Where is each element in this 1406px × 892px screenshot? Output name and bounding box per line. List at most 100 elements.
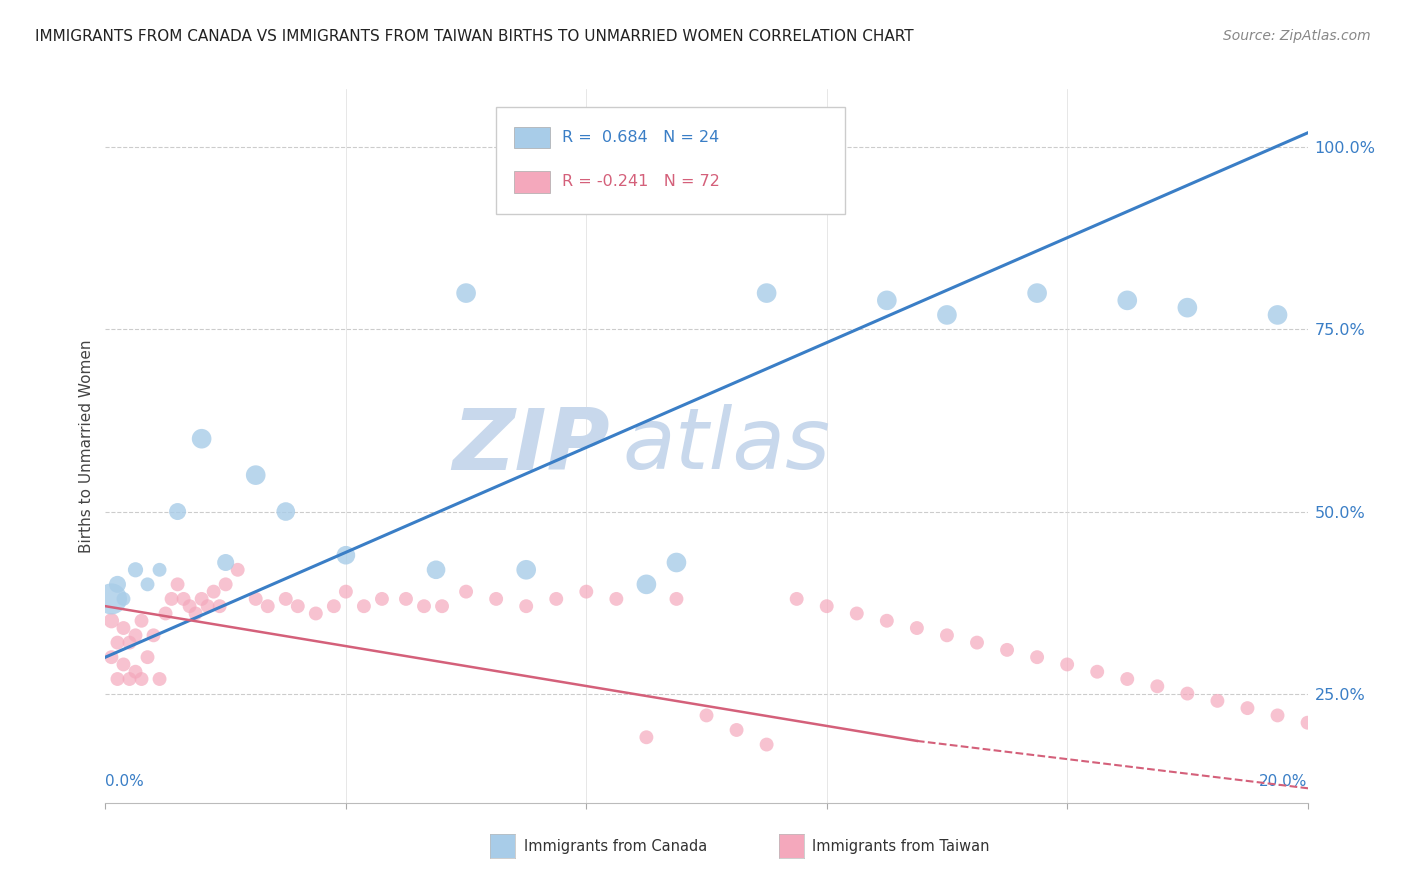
Text: Source: ZipAtlas.com: Source: ZipAtlas.com bbox=[1223, 29, 1371, 43]
Text: Immigrants from Taiwan: Immigrants from Taiwan bbox=[813, 838, 990, 854]
Text: Immigrants from Canada: Immigrants from Canada bbox=[524, 838, 707, 854]
Point bbox=[430, 599, 453, 614]
Point bbox=[1085, 665, 1108, 679]
Point bbox=[1326, 723, 1348, 737]
Point bbox=[107, 577, 129, 591]
Point bbox=[425, 563, 447, 577]
Text: R =  0.684   N = 24: R = 0.684 N = 24 bbox=[562, 130, 720, 145]
Text: IMMIGRANTS FROM CANADA VS IMMIGRANTS FROM TAIWAN BIRTHS TO UNMARRIED WOMEN CORRE: IMMIGRANTS FROM CANADA VS IMMIGRANTS FRO… bbox=[35, 29, 914, 44]
Point bbox=[936, 628, 959, 642]
Point bbox=[226, 563, 249, 577]
Point bbox=[454, 286, 477, 301]
Point bbox=[665, 591, 688, 606]
Point bbox=[515, 563, 537, 577]
Point bbox=[208, 599, 231, 614]
Point bbox=[755, 738, 778, 752]
Point bbox=[184, 607, 207, 621]
Point bbox=[876, 614, 898, 628]
Point bbox=[786, 591, 808, 606]
Point bbox=[936, 308, 959, 322]
Point bbox=[124, 665, 146, 679]
Point bbox=[815, 599, 838, 614]
Point bbox=[107, 635, 129, 649]
Point bbox=[485, 591, 508, 606]
FancyBboxPatch shape bbox=[515, 127, 550, 148]
Point bbox=[1175, 301, 1198, 315]
Point bbox=[1386, 738, 1406, 752]
Point bbox=[142, 628, 165, 642]
Point bbox=[725, 723, 748, 737]
Point bbox=[148, 563, 170, 577]
Point bbox=[245, 468, 267, 483]
Point bbox=[966, 635, 988, 649]
Point bbox=[1357, 731, 1379, 745]
Point bbox=[335, 584, 357, 599]
Point bbox=[605, 591, 627, 606]
Point bbox=[1146, 679, 1168, 693]
Point bbox=[305, 607, 328, 621]
Y-axis label: Births to Unmarried Women: Births to Unmarried Women bbox=[79, 339, 94, 553]
Point bbox=[118, 672, 141, 686]
Point bbox=[136, 577, 159, 591]
FancyBboxPatch shape bbox=[515, 171, 550, 193]
Point bbox=[1116, 293, 1139, 308]
Point bbox=[179, 599, 201, 614]
Point bbox=[1026, 286, 1049, 301]
Point bbox=[665, 556, 688, 570]
Point bbox=[202, 584, 225, 599]
Point bbox=[107, 672, 129, 686]
Point bbox=[322, 599, 344, 614]
Text: 0.0%: 0.0% bbox=[105, 774, 145, 789]
Point bbox=[155, 607, 177, 621]
Point bbox=[190, 432, 212, 446]
Point bbox=[1026, 650, 1049, 665]
Point bbox=[636, 731, 658, 745]
Point bbox=[1236, 701, 1258, 715]
Point bbox=[287, 599, 309, 614]
Point bbox=[112, 591, 135, 606]
Point bbox=[274, 504, 297, 518]
Point bbox=[256, 599, 278, 614]
Point bbox=[454, 584, 477, 599]
Point bbox=[148, 672, 170, 686]
Point bbox=[1175, 687, 1198, 701]
Text: atlas: atlas bbox=[623, 404, 831, 488]
Point bbox=[100, 650, 122, 665]
Point bbox=[112, 621, 135, 635]
FancyBboxPatch shape bbox=[496, 107, 845, 214]
Text: 20.0%: 20.0% bbox=[1260, 774, 1308, 789]
Point bbox=[995, 643, 1018, 657]
Point bbox=[160, 591, 183, 606]
Point bbox=[214, 556, 236, 570]
Point bbox=[100, 591, 122, 606]
Point bbox=[636, 577, 658, 591]
Point bbox=[124, 563, 146, 577]
Point bbox=[335, 548, 357, 562]
Point bbox=[696, 708, 718, 723]
Point bbox=[166, 504, 188, 518]
Point bbox=[1267, 708, 1289, 723]
Point bbox=[876, 293, 898, 308]
Point bbox=[515, 599, 537, 614]
Point bbox=[131, 672, 153, 686]
Point bbox=[413, 599, 436, 614]
Point bbox=[197, 599, 219, 614]
Point bbox=[546, 591, 568, 606]
Point bbox=[1296, 715, 1319, 730]
Point bbox=[118, 635, 141, 649]
Point bbox=[112, 657, 135, 672]
Point bbox=[124, 628, 146, 642]
Point bbox=[166, 577, 188, 591]
Point bbox=[173, 591, 195, 606]
Point bbox=[353, 599, 375, 614]
Point bbox=[1206, 694, 1229, 708]
Point bbox=[755, 286, 778, 301]
Point bbox=[371, 591, 394, 606]
Point bbox=[100, 614, 122, 628]
Point bbox=[1116, 672, 1139, 686]
Text: ZIP: ZIP bbox=[453, 404, 610, 488]
Point bbox=[245, 591, 267, 606]
Text: R = -0.241   N = 72: R = -0.241 N = 72 bbox=[562, 175, 720, 189]
Point bbox=[845, 607, 868, 621]
Point bbox=[395, 591, 418, 606]
